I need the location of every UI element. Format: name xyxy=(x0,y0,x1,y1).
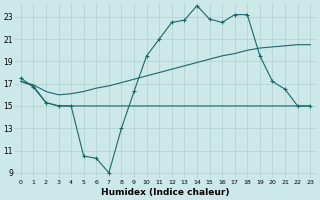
X-axis label: Humidex (Indice chaleur): Humidex (Indice chaleur) xyxy=(101,188,230,197)
